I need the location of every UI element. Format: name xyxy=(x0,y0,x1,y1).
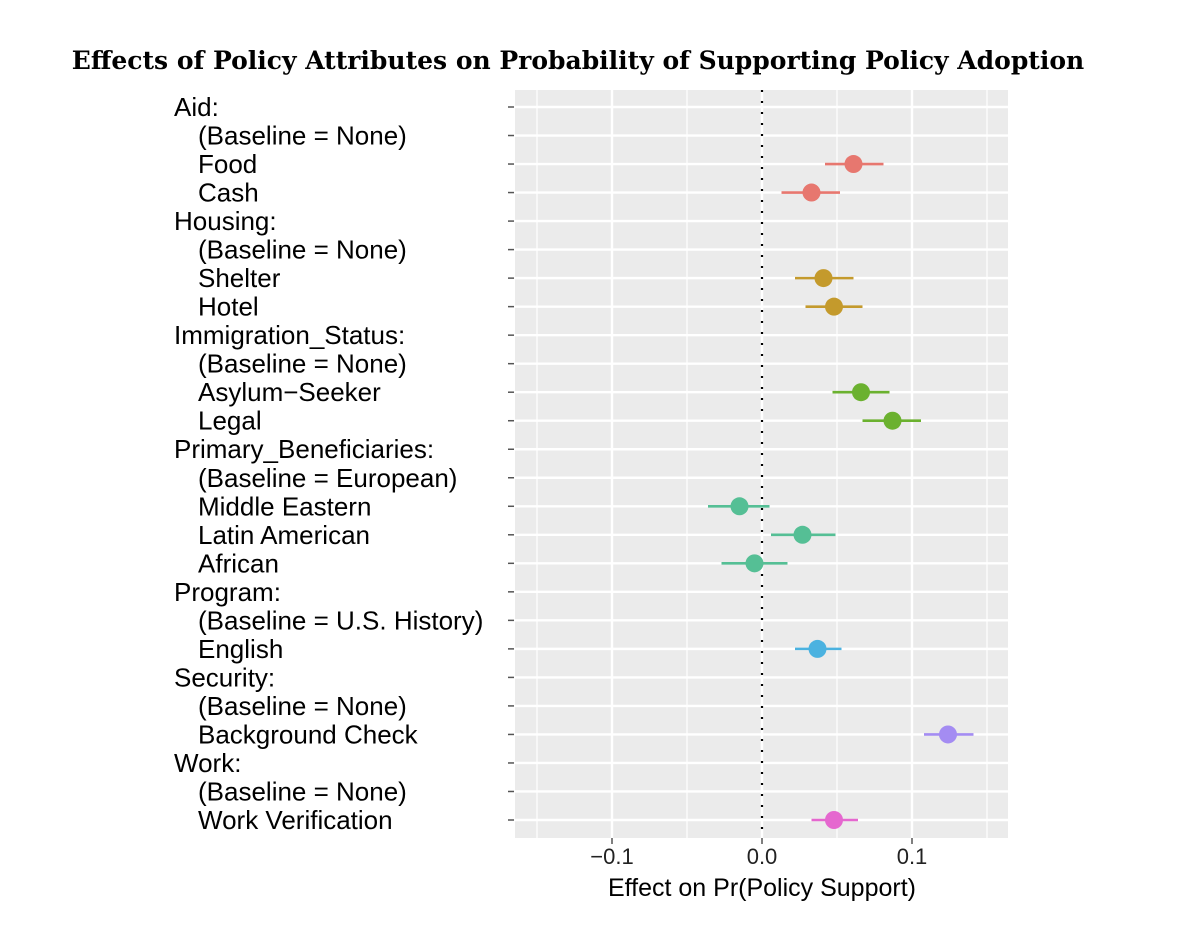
y-tick-label: (Baseline = European) xyxy=(198,463,457,493)
y-tick-label: Cash xyxy=(198,178,259,208)
y-tick-label: (Baseline = None) xyxy=(198,776,407,806)
point-estimate xyxy=(745,554,764,573)
y-tick-label: (Baseline = None) xyxy=(198,349,407,379)
y-tick-label: (Baseline = None) xyxy=(198,235,407,265)
x-axis-title: Effect on Pr(Policy Support) xyxy=(608,874,916,902)
point-estimate xyxy=(939,725,957,744)
y-tick-label: Latin American xyxy=(198,520,370,550)
y-tick-label: (Baseline = U.S. History) xyxy=(198,605,483,635)
point-estimate xyxy=(802,183,821,202)
point-estimate xyxy=(808,639,827,658)
y-tick-label: Legal xyxy=(198,406,262,436)
x-tick-label: 0.0 xyxy=(747,844,778,869)
y-tick-label: Food xyxy=(198,149,257,179)
point-estimate xyxy=(730,497,749,516)
point-estimate xyxy=(883,411,902,430)
minor-gridlines xyxy=(536,90,988,838)
point-estimate xyxy=(793,525,812,544)
x-tick-label: 0.1 xyxy=(897,844,928,869)
y-tick-label: (Baseline = None) xyxy=(198,691,407,721)
point-estimate xyxy=(814,269,833,288)
y-tick-label: Aid: xyxy=(174,92,219,122)
x-axis-labels: −0.1 0.0 0.1 xyxy=(590,844,927,869)
y-tick-label: Immigration_Status: xyxy=(174,320,405,350)
y-tick-label: African xyxy=(198,548,279,578)
y-tick-label: Middle Eastern xyxy=(198,491,371,521)
point-estimate xyxy=(825,811,843,829)
y-tick-label: English xyxy=(198,634,283,664)
y-tick-label: Security: xyxy=(174,662,275,692)
point-estimate xyxy=(844,155,863,174)
x-tick-label: −0.1 xyxy=(590,844,633,869)
x-axis-ticks xyxy=(611,838,913,844)
chart-title: Effects of Policy Attributes on Probabil… xyxy=(72,46,1084,75)
y-tick-label: (Baseline = None) xyxy=(198,121,407,151)
y-tick-label: Work: xyxy=(174,748,241,778)
y-tick-label: Asylum−Seeker xyxy=(198,377,381,407)
point-estimate xyxy=(852,383,870,402)
y-tick-label: Primary_Beneficiaries: xyxy=(174,434,434,464)
y-tick-label: Background Check xyxy=(198,719,419,749)
y-tick-label: Shelter xyxy=(198,263,281,293)
y-axis-labels: Aid:(Baseline = None)FoodCashHousing:(Ba… xyxy=(174,92,483,835)
point-estimate xyxy=(825,297,843,316)
y-tick-label: Work Verification xyxy=(198,805,393,835)
y-tick-label: Hotel xyxy=(198,292,259,322)
y-tick-label: Housing: xyxy=(174,206,277,236)
y-axis-ticks xyxy=(508,106,514,821)
y-tick-label: Program: xyxy=(174,577,281,607)
point-estimates xyxy=(730,155,957,829)
